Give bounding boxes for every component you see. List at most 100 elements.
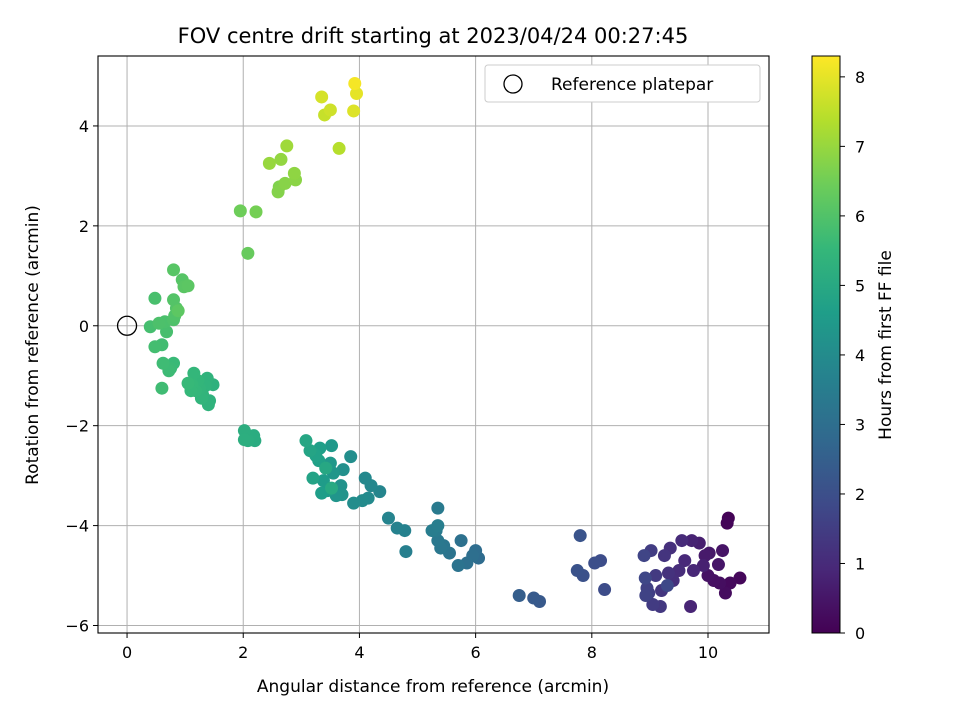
x-tick-label: 6	[471, 643, 481, 662]
colorbar-tick-label: 5	[855, 276, 865, 295]
data-point	[431, 501, 445, 515]
legend-box	[484, 64, 761, 103]
data-point	[701, 569, 715, 583]
data-point	[696, 559, 710, 573]
y-tick-label: 4	[79, 117, 89, 136]
y-tick-label: 0	[79, 317, 89, 336]
data-point	[657, 549, 671, 563]
data-point	[672, 564, 686, 578]
data-point	[451, 559, 465, 573]
data-point	[350, 86, 364, 100]
data-point	[287, 166, 301, 180]
data-point	[237, 424, 251, 438]
colorbar-tick-label: 2	[855, 485, 865, 504]
x-tick-label: 8	[587, 643, 597, 662]
data-point	[381, 511, 395, 525]
data-point	[237, 433, 251, 447]
data-point	[347, 104, 361, 118]
data-point	[306, 471, 320, 485]
data-point	[358, 471, 372, 485]
data-point	[249, 205, 263, 219]
data-point	[181, 376, 195, 390]
colorbar-ticks: 0 1 2 3 4 5 6 7 8	[840, 68, 865, 643]
colorbar-tick-label: 1	[855, 554, 865, 573]
data-point	[573, 529, 587, 543]
colorbar-tick-label: 3	[855, 415, 865, 434]
data-point	[723, 576, 737, 590]
data-point	[512, 589, 526, 603]
plot-frame	[97, 55, 770, 634]
data-point	[431, 519, 445, 533]
data-point	[638, 571, 652, 585]
data-point	[241, 246, 255, 260]
data-point	[332, 141, 346, 155]
data-point	[598, 583, 612, 597]
y-tick-label: 2	[79, 217, 89, 236]
y-tick-label: −6	[65, 617, 89, 636]
x-axis-ticks: 0 2 4 6 8 10	[122, 633, 718, 662]
data-point	[181, 279, 195, 293]
data-point	[167, 293, 181, 307]
data-point	[336, 463, 350, 477]
data-point	[315, 486, 329, 500]
data-point	[156, 356, 170, 370]
data-point	[325, 481, 339, 495]
data-point	[678, 554, 692, 568]
colorbar-label: Hours from first FF file	[876, 250, 896, 440]
data-point	[675, 534, 689, 548]
data-point	[347, 496, 361, 510]
reference-marker	[116, 315, 138, 336]
data-point	[570, 564, 584, 578]
reference-platepar-marker	[116, 315, 138, 336]
data-point	[660, 579, 674, 593]
colorbar-tick-label: 0	[855, 624, 865, 643]
grid-lines	[98, 56, 769, 633]
data-point	[325, 439, 339, 453]
y-tick-label: −4	[65, 517, 89, 536]
data-point	[160, 325, 174, 339]
data-point	[661, 566, 675, 580]
data-point	[431, 534, 445, 548]
colorbar-tick-label: 4	[855, 346, 865, 365]
x-tick-label: 0	[122, 643, 132, 662]
legend-label: Reference platepar	[551, 75, 713, 95]
data-point	[233, 204, 247, 218]
data-point	[733, 571, 747, 585]
data-point	[148, 340, 162, 354]
y-axis-label: Rotation from reference (arcmin)	[23, 205, 43, 485]
data-point	[399, 545, 413, 559]
data-point	[390, 521, 404, 535]
legend: Reference platepar	[484, 64, 761, 103]
data-point	[684, 600, 698, 614]
data-point	[262, 156, 276, 170]
data-point	[167, 263, 181, 277]
data-point	[718, 586, 732, 600]
data-point	[323, 103, 337, 117]
data-point	[639, 589, 653, 603]
colorbar: 0 1 2 3 4 5 6 7 8 Hours from first FF file	[811, 55, 896, 643]
data-point	[698, 549, 712, 563]
legend-marker	[503, 74, 523, 94]
data-point	[646, 598, 660, 612]
data-point	[348, 76, 362, 90]
data-point	[637, 549, 651, 563]
data-point	[152, 316, 166, 330]
data-point	[187, 366, 201, 380]
data-point	[588, 556, 602, 570]
data-point	[148, 291, 162, 305]
data-point	[299, 434, 313, 448]
data-point	[716, 544, 730, 558]
data-point	[278, 176, 292, 190]
data-point	[274, 152, 288, 166]
data-point	[280, 139, 294, 153]
data-point	[720, 516, 734, 530]
x-axis-label: Angular distance from reference (arcmin)	[257, 677, 609, 697]
data-point	[649, 569, 663, 583]
colorbar-tick-label: 6	[855, 207, 865, 226]
colorbar-gradient	[811, 55, 841, 634]
data-point	[454, 534, 468, 548]
data-point	[303, 444, 317, 458]
y-axis-ticks: −6 −4 −2 0 2 4	[65, 117, 98, 636]
data-point	[686, 564, 700, 578]
